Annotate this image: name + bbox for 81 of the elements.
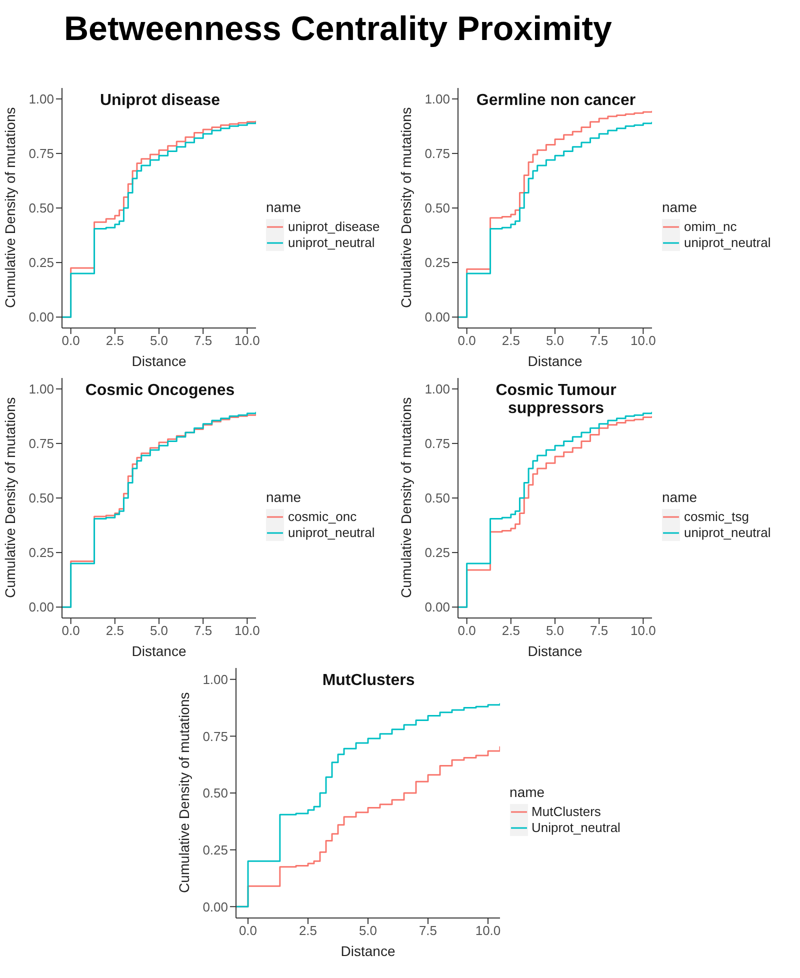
x-tick-label: 7.5	[194, 333, 212, 348]
legend-title: name	[662, 489, 698, 505]
chart-title: Germline non cancer	[475, 92, 637, 110]
x-tick-label: 2.5	[502, 333, 520, 348]
y-tick-label: 0.75	[28, 146, 54, 162]
y-tick-label: 0.75	[424, 146, 450, 162]
x-axis-title: Distance	[528, 643, 582, 659]
legend-title: name	[510, 784, 546, 800]
x-axis-title: Distance	[132, 643, 186, 659]
y-tick-label: 0.50	[424, 200, 450, 216]
y-tick-label: 0.00	[424, 310, 450, 325]
y-tick-label: 0.00	[424, 600, 450, 615]
legend-label: cosmic_onc	[287, 509, 358, 525]
y-tick-label: 0.50	[424, 490, 450, 506]
y-tick-label: 1.00	[424, 382, 450, 397]
x-tick-label: 10.0	[630, 623, 656, 638]
y-axis-title: Cumulative Density of mutations	[2, 107, 18, 308]
legend-label: uniprot_neutral	[683, 525, 771, 541]
x-tick-label: 7.5	[194, 623, 212, 638]
legend-label: MutClusters	[530, 804, 602, 820]
text: Cosmic Tumour suppressors	[494, 382, 618, 418]
x-tick-label: 2.5	[106, 623, 124, 638]
y-tick-label: 0.25	[424, 545, 450, 560]
x-tick-label: 5.0	[546, 623, 564, 638]
legend-label: uniprot_neutral	[287, 525, 375, 541]
chart-title: MutClusters	[321, 672, 416, 690]
x-tick-label: 0.0	[62, 623, 80, 638]
x-axis-title: Distance	[340, 943, 395, 959]
y-tick-label: 1.00	[28, 382, 54, 397]
y-tick-label: 0.25	[202, 842, 228, 858]
x-tick-label: 5.0	[546, 333, 564, 348]
x-tick-label: 10.0	[474, 923, 500, 938]
x-tick-label: 7.5	[590, 333, 608, 348]
x-tick-label: 0.0	[62, 333, 80, 348]
y-tick-label: 0.75	[202, 728, 228, 744]
y-tick-label: 0.00	[28, 310, 54, 325]
legend-title: name	[662, 199, 698, 215]
legend-title: name	[266, 489, 302, 505]
legend-label: cosmic_tsg	[683, 509, 750, 525]
y-tick-label: 0.50	[202, 786, 228, 801]
x-axis-title: Distance	[528, 353, 582, 369]
y-axis-title: Cumulative Density of mutations	[176, 692, 192, 893]
x-tick-label: 2.5	[298, 923, 317, 938]
legend-title: name	[266, 199, 302, 215]
legend-label: uniprot_neutral	[683, 235, 771, 251]
x-tick-label: 5.0	[358, 923, 377, 938]
x-tick-label: 0.0	[458, 623, 476, 638]
y-axis-title: Cumulative Density of mutations	[398, 397, 414, 598]
x-tick-label: 10.0	[630, 333, 656, 348]
y-tick-label: 0.75	[424, 436, 450, 452]
x-tick-label: 5.0	[150, 333, 168, 348]
y-tick-label: 0.50	[28, 490, 54, 506]
y-axis-title: Cumulative Density of mutations	[398, 107, 414, 308]
text: Betweenness Centrality Proximity	[63, 9, 613, 50]
y-tick-label: 1.00	[424, 92, 450, 107]
y-tick-label: 0.25	[424, 255, 450, 270]
x-tick-label: 10.0	[234, 333, 260, 348]
legend-label: uniprot_disease	[287, 219, 380, 235]
x-tick-label: 0.0	[238, 923, 257, 938]
y-tick-label: 0.50	[28, 200, 54, 216]
y-tick-label: 0.75	[28, 436, 54, 452]
x-tick-label: 7.5	[418, 923, 437, 938]
y-tick-label: 0.25	[28, 255, 54, 270]
y-tick-label: 0.25	[28, 545, 54, 560]
x-tick-label: 10.0	[234, 623, 260, 638]
y-tick-label: 1.00	[28, 92, 54, 107]
x-tick-label: 7.5	[590, 623, 608, 638]
y-tick-label: 0.00	[28, 600, 54, 615]
x-axis-title: Distance	[132, 353, 186, 369]
chart-title: Uniprot disease	[98, 92, 222, 110]
x-tick-label: 2.5	[502, 623, 520, 638]
chart-title: Cosmic Oncogenes	[84, 382, 236, 400]
x-tick-label: 5.0	[150, 623, 168, 638]
y-tick-label: 1.00	[202, 672, 228, 687]
legend-label: Uniprot_neutral	[530, 820, 620, 836]
legend-label: omim_nc	[683, 219, 738, 235]
x-tick-label: 2.5	[106, 333, 124, 348]
legend-label: uniprot_neutral	[287, 235, 376, 251]
y-tick-label: 0.00	[202, 899, 228, 914]
y-axis-title: Cumulative Density of mutations	[2, 397, 18, 598]
x-tick-label: 0.0	[458, 333, 476, 348]
